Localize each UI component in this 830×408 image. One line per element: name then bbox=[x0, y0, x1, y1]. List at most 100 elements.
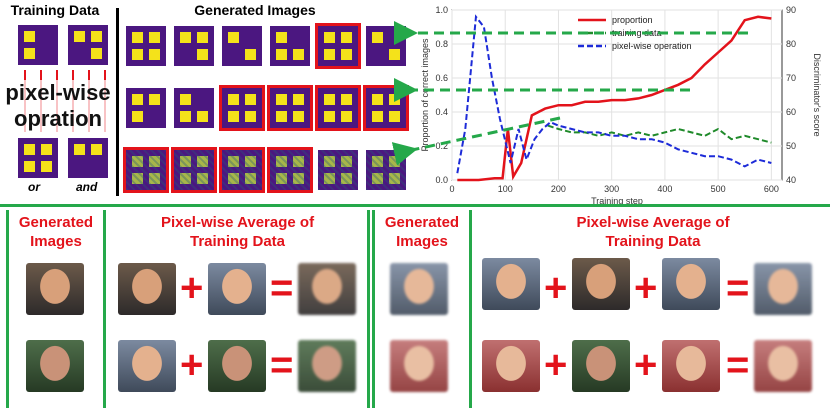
training-generated-divider bbox=[116, 8, 119, 196]
pattern-tile bbox=[68, 25, 108, 65]
tile-square bbox=[276, 156, 287, 167]
right-generated-header-line1: Generated bbox=[384, 214, 460, 231]
right-train-face-2b bbox=[572, 340, 630, 392]
tile-square bbox=[276, 111, 287, 122]
arrow-row3 bbox=[391, 116, 561, 166]
tile-square bbox=[197, 49, 208, 60]
tile-square bbox=[149, 49, 160, 60]
tile-square bbox=[41, 144, 52, 155]
tile-noise bbox=[222, 150, 262, 190]
tile-square bbox=[180, 111, 191, 122]
left-generated-header-line1: Generated bbox=[18, 214, 94, 231]
tile-square bbox=[180, 156, 191, 167]
tile-square bbox=[341, 173, 352, 184]
legend-label: training data bbox=[612, 28, 662, 38]
y-left-tick-label: 0.0 bbox=[435, 175, 448, 185]
training-data-title: Training Data bbox=[10, 2, 100, 18]
left-generated-face-1 bbox=[26, 263, 84, 315]
pattern-tile bbox=[18, 138, 58, 178]
tile-square bbox=[245, 94, 256, 105]
tile-square bbox=[324, 49, 335, 60]
x-tick-label: 200 bbox=[551, 184, 566, 194]
x-tick-label: 400 bbox=[657, 184, 672, 194]
x-axis-label: Training step bbox=[591, 196, 643, 205]
right-train-face-1c bbox=[662, 258, 720, 310]
tile-square bbox=[293, 173, 304, 184]
tile-square bbox=[276, 32, 287, 43]
tile-noise bbox=[174, 150, 214, 190]
right-generated-face-2 bbox=[390, 340, 448, 392]
x-tick-label: 300 bbox=[604, 184, 619, 194]
tile-square bbox=[132, 156, 143, 167]
tile-square bbox=[197, 156, 208, 167]
tile-square bbox=[91, 144, 102, 155]
right-average-face-2 bbox=[754, 340, 812, 392]
y-right-tick-label: 40 bbox=[786, 175, 796, 185]
tile-square bbox=[228, 173, 239, 184]
tile-square bbox=[341, 111, 352, 122]
y-left-tick-label: 1.0 bbox=[435, 5, 448, 15]
equals-sign: = bbox=[726, 266, 750, 310]
tile-square bbox=[372, 32, 383, 43]
y-left-tick-label: 0.6 bbox=[435, 73, 448, 83]
tile-square bbox=[324, 94, 335, 105]
tile-square bbox=[74, 31, 85, 42]
right-train-face-2c bbox=[662, 340, 720, 392]
pattern-tile bbox=[126, 88, 166, 128]
left-generated-header: Generated Images bbox=[10, 213, 102, 251]
tile-square bbox=[91, 31, 102, 42]
pattern-tile bbox=[174, 26, 214, 66]
right-train-face-1b bbox=[572, 258, 630, 310]
generated-images-title: Generated Images bbox=[194, 2, 316, 18]
x-tick-label: 0 bbox=[449, 184, 454, 194]
right-average-header-line1: Pixel-wise Average of bbox=[576, 214, 730, 231]
left-average-face-2 bbox=[298, 340, 356, 392]
tile-square bbox=[91, 48, 102, 59]
tile-square bbox=[341, 49, 352, 60]
tile-square bbox=[149, 156, 160, 167]
pattern-tile bbox=[315, 85, 361, 131]
tile-square bbox=[149, 32, 160, 43]
left-generated-header-line2: Images bbox=[30, 233, 82, 250]
left-train-face-1b bbox=[208, 263, 266, 315]
equals-sign: = bbox=[726, 343, 750, 387]
legend-label: pixel-wise operation bbox=[612, 41, 692, 51]
plus-sign: + bbox=[544, 266, 568, 310]
tile-square bbox=[180, 32, 191, 43]
tile-noise bbox=[126, 150, 166, 190]
x-tick-label: 500 bbox=[711, 184, 726, 194]
tile-square bbox=[293, 94, 304, 105]
right-generated-header-line2: Images bbox=[396, 233, 448, 250]
y-right-tick-label: 90 bbox=[786, 5, 796, 15]
middle-divider-a bbox=[367, 210, 370, 408]
right-generated-face-1 bbox=[390, 263, 448, 315]
tile-noise bbox=[270, 150, 310, 190]
right-average-header: Pixel-wise Average of Training Data bbox=[476, 213, 830, 251]
y-left-tick-label: 0.8 bbox=[435, 39, 448, 49]
y-right-tick-label: 50 bbox=[786, 141, 796, 151]
tile-square bbox=[180, 173, 191, 184]
left-average-header-line2: Training Data bbox=[189, 233, 286, 250]
middle-divider-b bbox=[372, 210, 375, 408]
tile-square bbox=[228, 156, 239, 167]
tile-square bbox=[372, 94, 383, 105]
left-train-face-2b bbox=[208, 340, 266, 392]
tile-square bbox=[276, 173, 287, 184]
tile-square bbox=[24, 144, 35, 155]
left-average-header: Pixel-wise Average of Training Data bbox=[110, 213, 365, 251]
pattern-tile bbox=[174, 88, 214, 128]
tile-noise bbox=[318, 150, 358, 190]
tile-square bbox=[197, 111, 208, 122]
tile-square bbox=[389, 49, 400, 60]
right-train-face-2a bbox=[482, 340, 540, 392]
y-right-tick-label: 70 bbox=[786, 73, 796, 83]
pattern-tile bbox=[315, 23, 361, 69]
label-and: and bbox=[76, 180, 98, 194]
proportion-chart: 0 100 200 300 400 500 600 0.0 0.2 0.4 0.6 0.8 1.0 40 5… bbox=[420, 5, 822, 205]
pattern-tile bbox=[222, 26, 262, 66]
tile-square bbox=[293, 111, 304, 122]
pattern-tile bbox=[267, 147, 313, 193]
tile-square bbox=[228, 94, 239, 105]
pattern-tile bbox=[267, 85, 313, 131]
pattern-tile bbox=[171, 147, 217, 193]
